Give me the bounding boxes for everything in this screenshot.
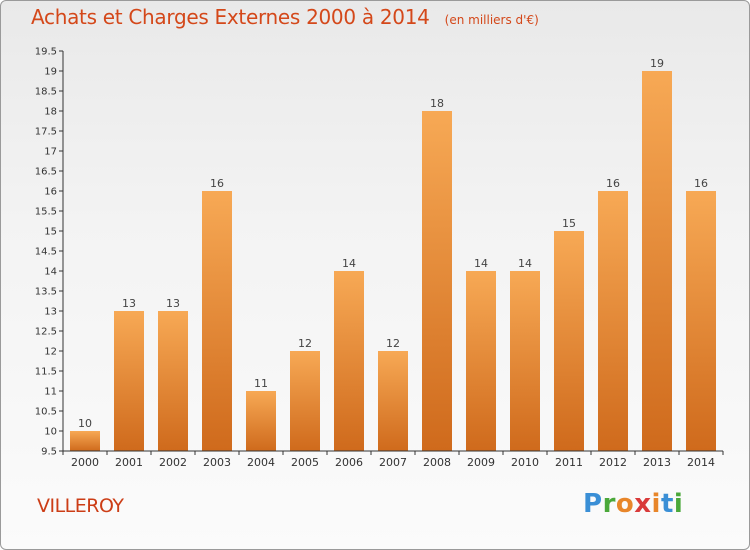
data-label-2008: 18 — [430, 97, 444, 110]
bar-2013 — [642, 71, 672, 451]
x-tick-label-2013: 2013 — [643, 456, 671, 469]
bar-2002 — [158, 311, 188, 451]
y-tick-label: 11 — [44, 387, 57, 398]
x-tick-label-2000: 2000 — [71, 456, 99, 469]
logo-letter: i — [651, 489, 661, 519]
bar-2012 — [598, 191, 628, 451]
logo-letter: P — [583, 489, 603, 519]
location-name: VILLEROY — [37, 495, 124, 517]
x-tick-label-2006: 2006 — [335, 456, 363, 469]
bar-2001 — [114, 311, 144, 451]
logo-letter: r — [602, 489, 616, 519]
x-tick-label-2003: 2003 — [203, 456, 231, 469]
bars: 10 13 13 16 11 12 14 12 18 14 14 15 16 19 16 — [70, 57, 716, 451]
data-label-2007: 12 — [386, 337, 400, 350]
logo-letter: x — [634, 489, 652, 519]
x-tick-label-2002: 2002 — [159, 456, 187, 469]
x-tick-label-2010: 2010 — [511, 456, 539, 469]
proxiti-logo: Proxiti — [583, 489, 683, 523]
y-tick-label: 12 — [44, 347, 57, 358]
x-tick-label-2014: 2014 — [687, 456, 715, 469]
chart-unit: (en milliers d'€) — [444, 13, 539, 27]
bar-2011 — [554, 231, 584, 451]
y-tick-label: 15.5 — [35, 207, 57, 218]
y-tick-label: 9.5 — [41, 447, 57, 458]
data-label-2002: 13 — [166, 297, 180, 310]
bar-2004 — [246, 391, 276, 451]
x-tick-label-2007: 2007 — [379, 456, 407, 469]
y-tick-label: 12.5 — [35, 327, 57, 338]
x-tick-label-2004: 2004 — [247, 456, 275, 469]
bar-2000 — [70, 431, 100, 451]
data-label-2005: 12 — [298, 337, 312, 350]
x-tick-label-2008: 2008 — [423, 456, 451, 469]
bar-2006 — [334, 271, 364, 451]
bar-2007 — [378, 351, 408, 451]
bar-2005 — [290, 351, 320, 451]
data-label-2004: 11 — [254, 377, 268, 390]
y-tick-label: 14.5 — [35, 247, 57, 258]
data-label-2012: 16 — [606, 177, 620, 190]
y-tick-label: 19.5 — [35, 47, 57, 58]
y-tick-label: 19 — [44, 67, 57, 78]
x-tick-label-2005: 2005 — [291, 456, 319, 469]
data-label-2014: 16 — [694, 177, 708, 190]
bar-2009 — [466, 271, 496, 451]
chart-title-text: Achats et Charges Externes 2000 à 2014 — [31, 5, 430, 29]
y-tick-label: 17.5 — [35, 127, 57, 138]
bar-2008 — [422, 111, 452, 451]
x-tick-label-2011: 2011 — [555, 456, 583, 469]
y-axis: 9.5 10 10.5 11 11.5 12 12.5 13 13.5 14 14.5 15 15.5 1… — [35, 47, 64, 458]
data-label-2010: 14 — [518, 257, 532, 270]
y-tick-label: 10.5 — [35, 407, 57, 418]
x-axis: 2000 2001 2002 2003 2004 2005 2006 2007 2008 2009… — [62, 450, 724, 469]
y-tick-label: 15 — [44, 227, 57, 238]
y-tick-label: 10 — [44, 427, 57, 438]
y-tick-label: 14 — [44, 267, 57, 278]
bar-2010 — [510, 271, 540, 451]
y-tick-label: 16.5 — [35, 167, 57, 178]
x-tick-label-2012: 2012 — [599, 456, 627, 469]
data-label-2013: 19 — [650, 57, 664, 70]
data-label-2001: 13 — [122, 297, 136, 310]
logo-letter: o — [615, 489, 635, 519]
y-tick-label: 16 — [44, 187, 57, 198]
chart-title: Achats et Charges Externes 2000 à 2014 (… — [31, 5, 539, 29]
y-tick-label: 13 — [44, 307, 57, 318]
data-label-2011: 15 — [562, 217, 576, 230]
data-label-2000: 10 — [78, 417, 92, 430]
logo-letter: t — [660, 489, 674, 519]
bar-2014 — [686, 191, 716, 451]
x-tick-label-2001: 2001 — [115, 456, 143, 469]
bar-2003 — [202, 191, 232, 451]
y-tick-label: 17 — [44, 147, 57, 158]
data-label-2009: 14 — [474, 257, 488, 270]
y-tick-label: 18.5 — [35, 87, 57, 98]
y-tick-label: 11.5 — [35, 367, 57, 378]
logo-letter: i — [673, 489, 684, 519]
y-tick-label: 13.5 — [35, 287, 57, 298]
data-label-2003: 16 — [210, 177, 224, 190]
data-label-2006: 14 — [342, 257, 356, 270]
y-tick-label: 18 — [44, 107, 57, 118]
x-tick-label-2009: 2009 — [467, 456, 495, 469]
